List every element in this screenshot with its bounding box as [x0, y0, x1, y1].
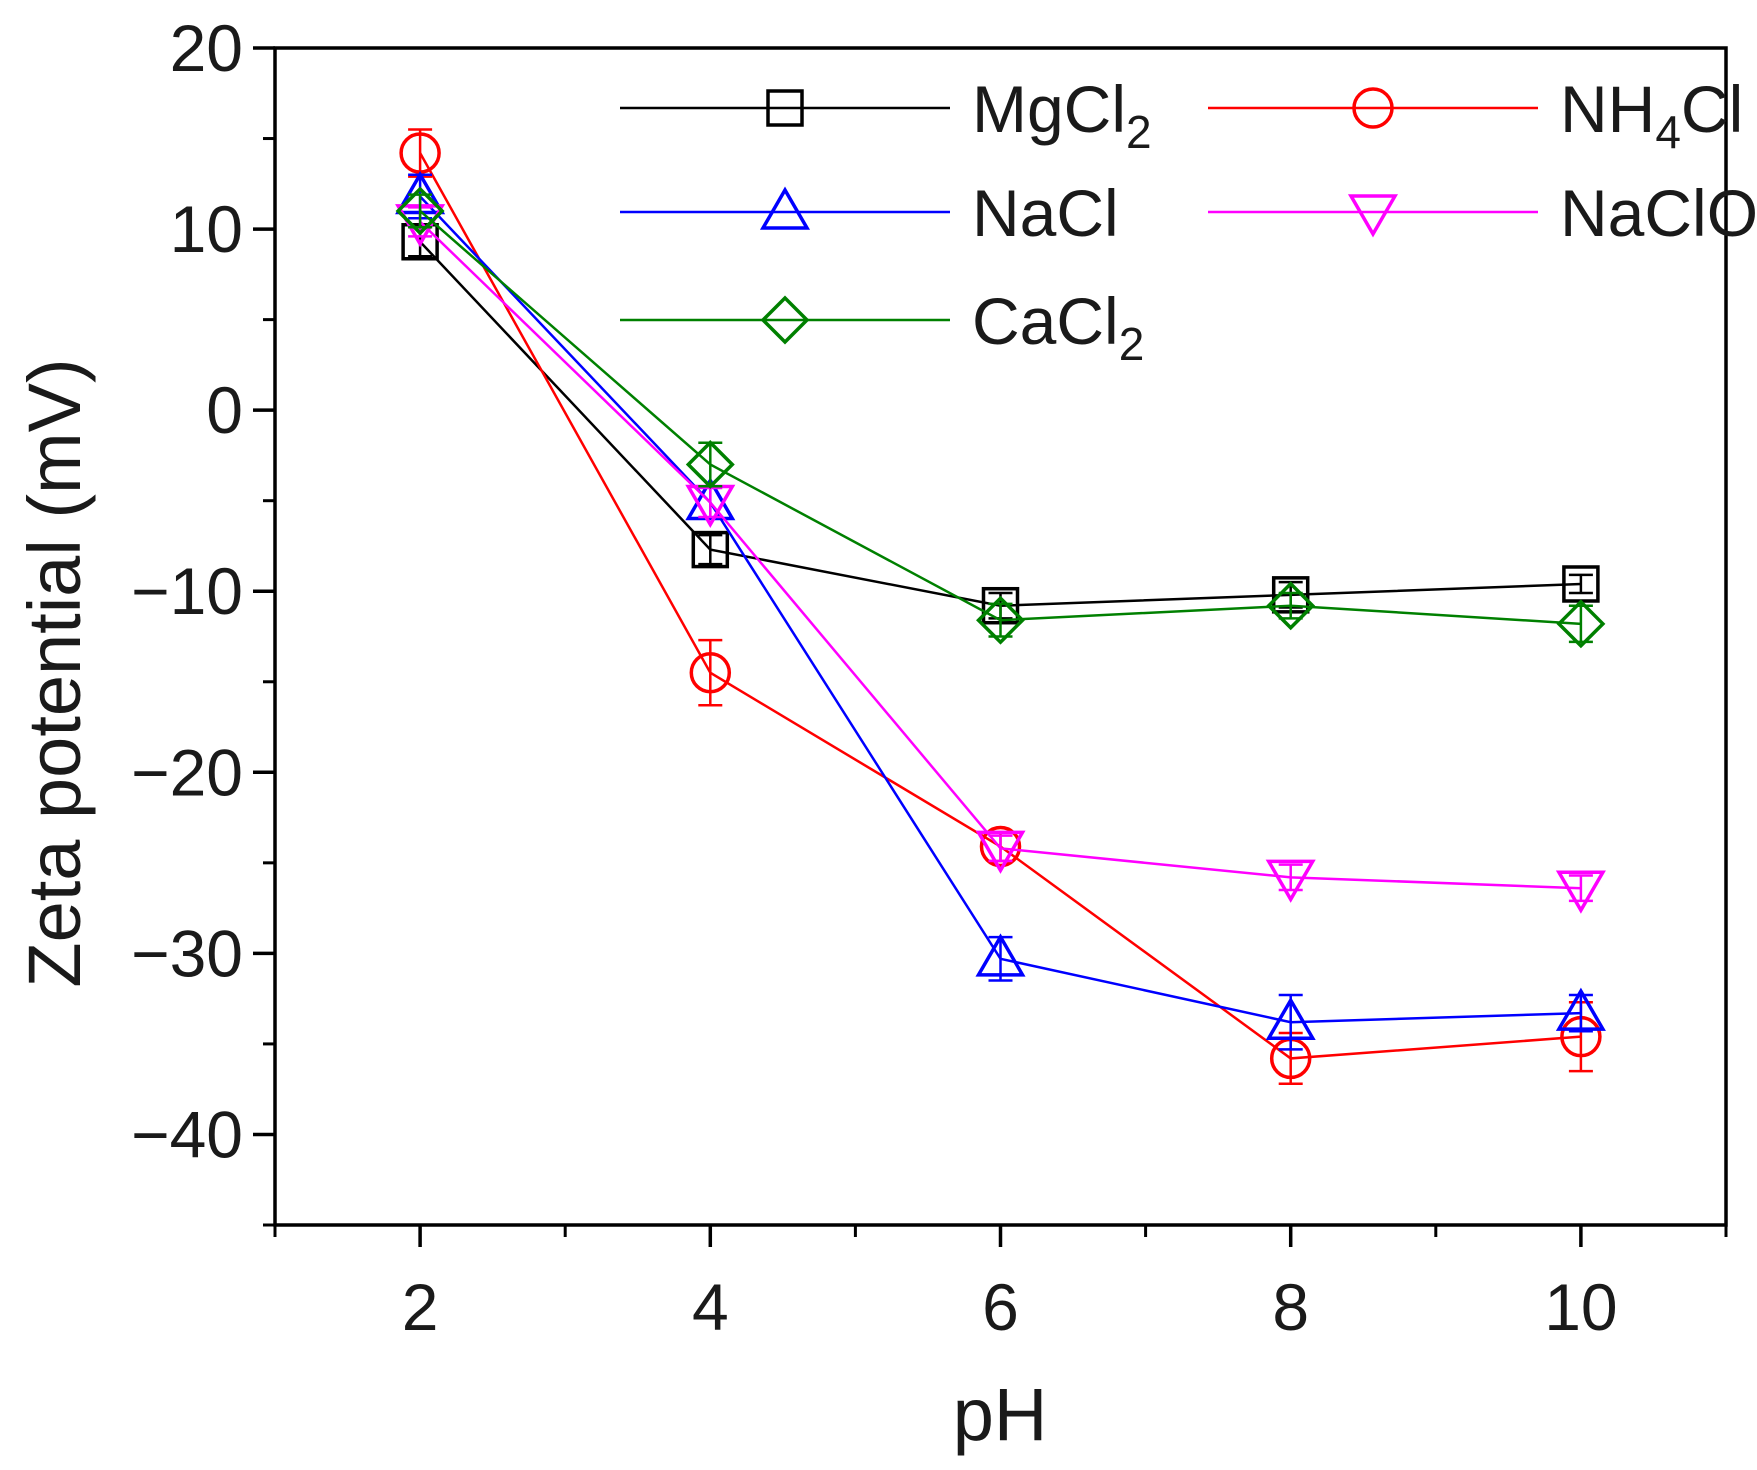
error-bar: [1568, 874, 1593, 903]
data-point: [1265, 859, 1316, 903]
x-tick-label: 4: [692, 1270, 729, 1344]
data-point: [1265, 996, 1316, 1040]
y-tick-label: 0: [206, 373, 243, 447]
legend-label: MgCl2: [972, 72, 1152, 158]
legend-label: CaCl2: [972, 284, 1144, 370]
error-bar: [1568, 993, 1593, 1033]
error-bar: [1278, 993, 1303, 1051]
data-point: [976, 595, 1025, 645]
legend-item: MgCl2: [620, 72, 1152, 158]
legend-label-base: CaCl: [972, 284, 1119, 358]
error-bar: [1278, 863, 1303, 892]
legend-marker: [1347, 194, 1399, 238]
y-axis-title: Zeta potential (mV): [13, 358, 96, 987]
legend-label: NaClO4: [1560, 176, 1757, 262]
data-point: [975, 933, 1026, 977]
series-layer: [395, 128, 1606, 1086]
data-point: [979, 825, 1022, 868]
legend: MgCl2NH4ClNaClNaClO4CaCl2: [620, 72, 1757, 370]
y-tick-label: 20: [170, 11, 243, 85]
y-tick-label: −10: [131, 554, 243, 628]
data-point: [689, 651, 732, 694]
legend-label: NH4Cl: [1560, 72, 1743, 158]
legend-marker: [766, 89, 804, 127]
legend-label-base: NaCl: [972, 176, 1119, 250]
series-line: [419, 210, 1581, 626]
error-bar: [988, 834, 1013, 863]
x-tick-label: 10: [1544, 1270, 1617, 1344]
data-point: [691, 530, 730, 569]
x-tick-label: 8: [1272, 1270, 1309, 1344]
error-bar: [1568, 604, 1593, 644]
data-point: [1555, 987, 1606, 1031]
legend-label-subscript: 2: [1126, 106, 1152, 158]
series-cacl2: [395, 186, 1606, 649]
data-point: [685, 477, 736, 521]
legend-item: NaCl: [620, 176, 1119, 250]
x-tick-label: 2: [402, 1270, 439, 1344]
series-naclo4: [395, 204, 1606, 914]
error-bar: [1568, 573, 1593, 595]
legend-label-base: NH: [1560, 72, 1655, 146]
legend-label-base: MgCl: [972, 72, 1126, 146]
data-point: [395, 186, 445, 236]
data-point: [1556, 599, 1606, 649]
legend-item: NaClO4: [1208, 176, 1757, 262]
y-tick-label: 10: [170, 192, 243, 266]
data-point: [685, 440, 735, 489]
legend-marker: [1352, 87, 1394, 129]
y-tick-label: −20: [131, 735, 243, 809]
data-point: [975, 830, 1026, 874]
legend-label: NaCl: [972, 176, 1119, 250]
x-axis-title: pH: [953, 1373, 1048, 1456]
error-bar: [698, 533, 723, 566]
legend-label-subscript: 2: [1119, 318, 1145, 370]
legend-label-subscript: 4: [1655, 106, 1681, 158]
legend-label-base: NaClO: [1560, 176, 1757, 250]
y-tick-label: −40: [131, 1097, 243, 1171]
error-bar: [698, 638, 723, 707]
y-tick-label: −30: [131, 916, 243, 990]
data-point: [1555, 870, 1606, 914]
legend-item: NH4Cl: [1208, 72, 1743, 158]
x-tick-label: 6: [982, 1270, 1019, 1344]
axes: 2 4 6 8 10 20 10 0 −10 −20 −30 −40: [131, 11, 1728, 1344]
legend-marker: [760, 295, 810, 345]
legend-label-suffix: Cl: [1681, 72, 1743, 146]
legend-marker: [759, 186, 811, 230]
data-point: [1266, 581, 1316, 631]
legend-item: CaCl2: [620, 284, 1144, 370]
